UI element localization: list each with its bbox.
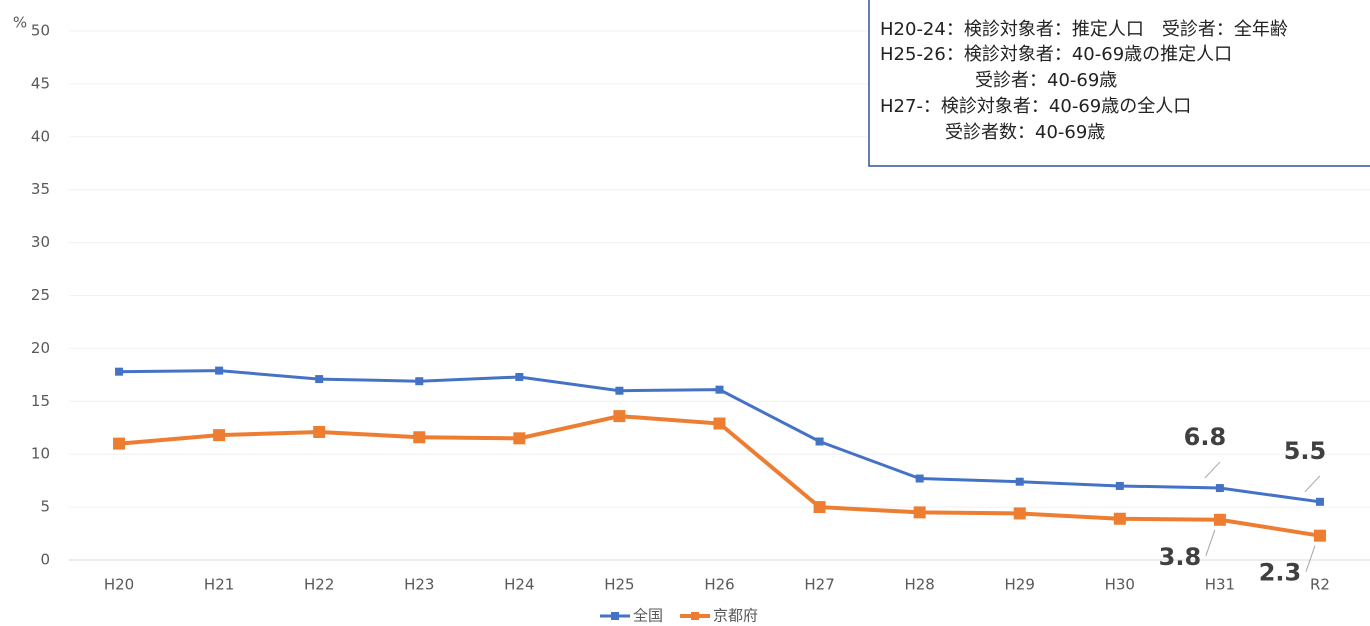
marker — [215, 366, 224, 375]
marker — [1315, 497, 1324, 506]
marker — [1113, 512, 1126, 525]
marker — [613, 410, 626, 423]
marker — [313, 425, 326, 438]
y-unit: % — [13, 14, 27, 32]
x-tick-label: R2 — [1310, 576, 1330, 594]
x-tick-label: H24 — [504, 576, 534, 594]
y-tick-label: 0 — [40, 551, 50, 569]
leader-line — [1305, 545, 1316, 572]
y-tick-label: 30 — [31, 233, 50, 251]
marker — [1115, 481, 1124, 490]
x-tick-label: H26 — [704, 576, 734, 594]
marker — [615, 386, 624, 395]
annotation: 受診者：40-69歳 — [975, 70, 1117, 91]
x-tick-label: H30 — [1105, 576, 1135, 594]
x-tick-label: H31 — [1205, 576, 1235, 594]
marker — [413, 431, 426, 444]
y-tick-label: 5 — [40, 498, 50, 516]
y-tick-label: 25 — [31, 286, 50, 304]
marker — [913, 506, 926, 519]
marker — [415, 377, 424, 386]
data-label: 3.8 — [1159, 543, 1202, 571]
x-tick-label: H23 — [404, 576, 434, 594]
y-tick-label: 20 — [31, 339, 50, 357]
marker — [513, 432, 526, 445]
marker — [515, 372, 524, 381]
marker — [213, 429, 226, 442]
x-tick-label: H20 — [104, 576, 134, 594]
legend-label: 京都府 — [713, 607, 758, 625]
annotation: H25-26：検診対象者：40-69歳の推定人口 — [880, 44, 1232, 65]
data-label: 5.5 — [1284, 437, 1327, 465]
y-tick-label: 35 — [31, 180, 50, 198]
leader-line — [1204, 461, 1221, 479]
marker — [1215, 484, 1224, 493]
data-label: 2.3 — [1259, 559, 1302, 587]
y-tick-label: 50 — [31, 22, 50, 40]
y-tick-label: 10 — [31, 445, 50, 463]
marker — [1015, 477, 1024, 486]
marker — [113, 437, 126, 450]
marker — [713, 417, 726, 430]
annotation: H20-24：検診対象者：推定人口 受診者：全年齢 — [880, 19, 1288, 40]
annotation: 受診者数：40-69歳 — [945, 122, 1105, 143]
x-tick-label: H27 — [804, 576, 834, 594]
y-tick-label: 40 — [31, 127, 50, 145]
legend-label: 全国 — [633, 607, 663, 625]
marker — [915, 474, 924, 483]
legend-marker — [691, 612, 700, 620]
annotation: H27-：検診対象者：40-69歳の全人口 — [880, 96, 1191, 117]
x-tick-label: H21 — [204, 576, 234, 594]
annotation-box — [868, 0, 1370, 167]
marker — [115, 367, 124, 376]
leader-line — [1205, 529, 1216, 556]
x-tick-label: H22 — [304, 576, 334, 594]
x-tick-label: H28 — [904, 576, 934, 594]
marker — [813, 501, 826, 514]
marker — [815, 437, 824, 446]
data-label: 6.8 — [1184, 423, 1227, 451]
x-tick-label: H29 — [1005, 576, 1035, 594]
y-tick-label: 15 — [31, 392, 50, 410]
marker — [1313, 529, 1326, 542]
marker — [715, 385, 724, 394]
leader-line — [1304, 475, 1321, 493]
marker — [1213, 513, 1226, 526]
y-tick-label: 45 — [31, 74, 50, 92]
x-tick-label: H25 — [604, 576, 634, 594]
legend-marker — [611, 612, 619, 620]
marker — [315, 375, 324, 384]
series-line — [118, 414, 1321, 538]
marker — [1013, 507, 1026, 520]
